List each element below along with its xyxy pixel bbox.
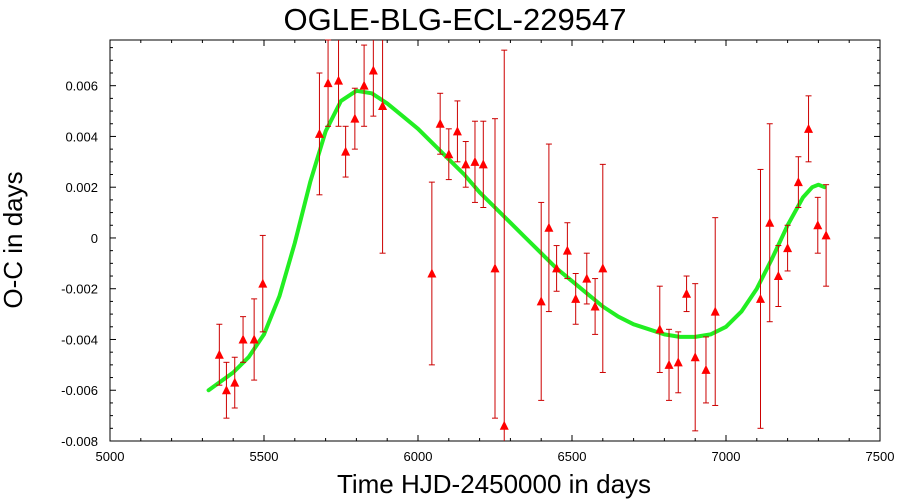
data-point xyxy=(590,301,600,311)
y-axis: 0.006 0.004 0.002 0 -0.002 -0.004 -0.006 -0.008 xyxy=(61,47,880,449)
data-point xyxy=(452,126,462,136)
data-point xyxy=(544,222,554,232)
data-point xyxy=(673,357,683,367)
data-point xyxy=(478,159,488,169)
data-point xyxy=(536,296,546,306)
data-point xyxy=(773,271,783,281)
data-point xyxy=(359,80,369,90)
fit-curve-line xyxy=(206,88,827,393)
data-point xyxy=(341,146,351,156)
x-tick-label: 7500 xyxy=(866,449,895,464)
data-point xyxy=(562,245,572,255)
data-point xyxy=(323,78,333,88)
data-point xyxy=(350,113,360,123)
y-tick-label: 0.004 xyxy=(65,129,98,144)
data-point xyxy=(655,324,665,334)
x-tick-label: 6000 xyxy=(404,449,433,464)
y-tick-label: 0 xyxy=(91,231,98,246)
data-point xyxy=(804,123,814,133)
x-axis: 5000 5500 6000 6500 7000 7500 xyxy=(96,40,895,464)
data-point xyxy=(427,268,437,278)
data-point xyxy=(690,352,700,362)
data-point xyxy=(755,293,765,303)
x-tick-label: 5000 xyxy=(96,449,125,464)
data-point xyxy=(470,156,480,166)
data-point xyxy=(435,118,445,128)
data-point xyxy=(314,128,324,138)
data-point xyxy=(813,220,823,230)
data-point xyxy=(214,349,224,359)
data-point xyxy=(571,293,581,303)
data-point xyxy=(765,217,775,227)
data-point xyxy=(258,278,268,288)
data-points-layer xyxy=(214,39,831,441)
y-tick-label: -0.006 xyxy=(61,383,98,398)
x-axis-title: Time HJD-2450000 in days xyxy=(337,469,651,499)
data-point xyxy=(783,243,793,253)
y-tick-label: 0.006 xyxy=(65,79,98,94)
plot-frame xyxy=(109,39,881,442)
data-point xyxy=(238,334,248,344)
x-tick-label: 7000 xyxy=(712,449,741,464)
data-point xyxy=(664,359,674,369)
data-point xyxy=(221,385,231,395)
data-point xyxy=(793,177,803,187)
data-point xyxy=(378,100,388,110)
data-point xyxy=(444,149,454,159)
data-point xyxy=(598,263,608,273)
y-tick-label: -0.004 xyxy=(61,332,98,347)
x-tick-label: 6500 xyxy=(558,449,587,464)
y-tick-label: -0.008 xyxy=(61,434,98,449)
data-point xyxy=(821,230,831,240)
data-point xyxy=(710,306,720,316)
data-point xyxy=(682,288,692,298)
data-point xyxy=(368,65,378,75)
y-axis-title: O-C in days xyxy=(0,171,28,308)
data-point xyxy=(230,377,240,387)
data-point xyxy=(249,334,259,344)
x-tick-label: 5500 xyxy=(250,449,279,464)
data-point xyxy=(582,273,592,283)
y-tick-label: 0.002 xyxy=(65,180,98,195)
data-point xyxy=(334,75,344,85)
chart-title: OGLE-BLG-ECL-229547 xyxy=(284,2,627,37)
data-point xyxy=(701,364,711,374)
y-tick-label: -0.002 xyxy=(61,282,98,297)
data-point xyxy=(490,263,500,273)
data-point xyxy=(552,263,562,273)
data-point xyxy=(499,420,509,430)
data-point xyxy=(461,159,471,169)
fit-curve-layer xyxy=(206,88,827,393)
